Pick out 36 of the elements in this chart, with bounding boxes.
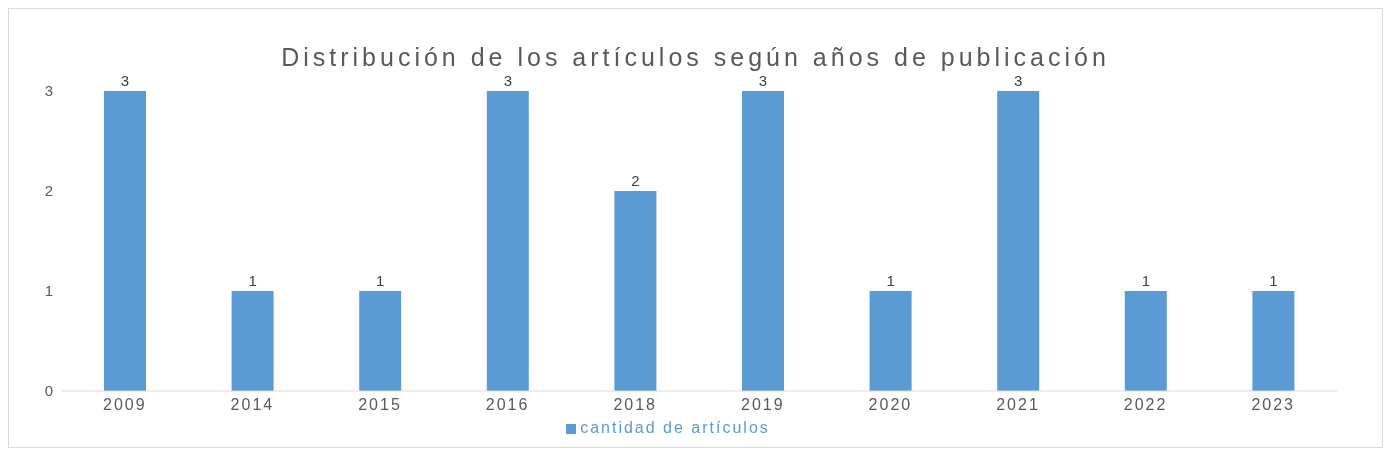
bar xyxy=(869,291,912,391)
data-label: 3 xyxy=(120,72,130,89)
legend-label: cantidad de artículos xyxy=(580,419,770,436)
x-tick-label: 2015 xyxy=(358,396,402,414)
data-label: 2 xyxy=(631,172,640,189)
x-tick-label: 2009 xyxy=(103,396,147,414)
x-tick-label: 2016 xyxy=(485,396,530,414)
y-tick-label: 1 xyxy=(44,282,53,300)
data-label: 1 xyxy=(1269,272,1278,289)
data-label: 3 xyxy=(1014,72,1023,89)
x-tick-label: 2021 xyxy=(996,396,1040,414)
data-label: 3 xyxy=(503,72,512,89)
x-tick-label: 2018 xyxy=(613,396,657,414)
bar xyxy=(997,91,1040,391)
data-label: 1 xyxy=(248,272,257,289)
bar xyxy=(1252,291,1295,391)
bar xyxy=(359,291,402,391)
x-tick-label: 2020 xyxy=(868,396,913,414)
chart-title: Distribución de los artículos según años de publicación xyxy=(280,43,1111,72)
bar xyxy=(104,91,146,391)
data-label: 1 xyxy=(886,272,895,289)
bar xyxy=(614,191,657,391)
bar xyxy=(486,91,529,391)
y-tick-label: 2 xyxy=(44,182,53,200)
bar xyxy=(1124,291,1167,391)
data-label: 1 xyxy=(376,272,385,289)
bar xyxy=(742,91,784,391)
y-tick-label: 3 xyxy=(44,82,53,100)
x-tick-label: 2014 xyxy=(230,396,275,414)
x-tick-label: 2023 xyxy=(1251,396,1295,414)
x-tick-label: 2022 xyxy=(1123,396,1168,414)
y-tick-label: 0 xyxy=(44,382,53,400)
data-label: 3 xyxy=(758,72,768,89)
bar xyxy=(231,291,274,391)
x-tick-label: 2019 xyxy=(741,396,785,414)
data-label: 1 xyxy=(1141,272,1150,289)
